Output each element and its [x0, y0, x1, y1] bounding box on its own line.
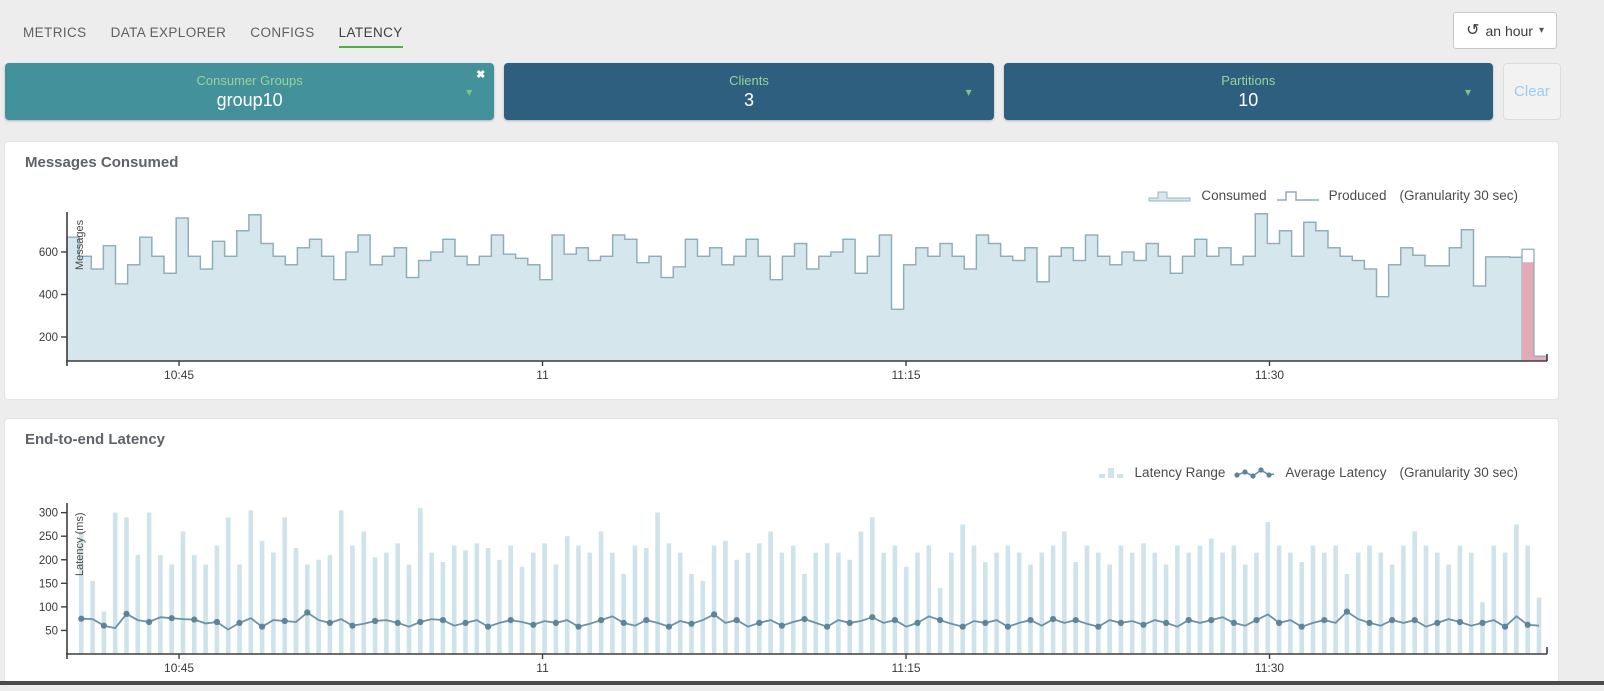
svg-text:11:15: 11:15: [891, 368, 920, 382]
svg-text:10:45: 10:45: [164, 368, 194, 382]
chevron-down-icon: ▾: [466, 85, 472, 99]
consumer-groups-value: group10: [217, 90, 283, 111]
svg-text:100: 100: [39, 602, 58, 614]
chevron-down-icon: ▾: [966, 85, 972, 99]
svg-text:200: 200: [39, 332, 58, 344]
legend-label-average-latency: Average Latency: [1285, 465, 1386, 480]
clear-filters-button[interactable]: Clear: [1503, 63, 1561, 120]
legend-label-latency-range: Latency Range: [1135, 465, 1226, 480]
legend-label-consumed: Consumed: [1201, 188, 1266, 203]
svg-text:200: 200: [39, 555, 58, 567]
tab-data-explorer[interactable]: DATA EXPLORER: [111, 25, 227, 48]
consumed-legend-icon: [1148, 189, 1192, 203]
svg-text:11:30: 11:30: [1255, 661, 1284, 675]
svg-text:11:30: 11:30: [1255, 368, 1284, 382]
latency-range-legend-icon: [1098, 466, 1126, 479]
svg-text:400: 400: [39, 290, 58, 302]
filter-bar: ✖ Consumer Groups group10 ▾ Clients 3 ▾ …: [5, 63, 1561, 120]
latency-chart: 50 100 150 200 250 300 10:45 11 11:15 11:30 Latenc…: [5, 491, 1560, 686]
panel-title: End-to-end Latency: [5, 419, 1558, 448]
svg-text:11:15: 11:15: [891, 661, 920, 675]
average-latency-legend-icon: [1234, 466, 1276, 480]
consumer-groups-dropdown[interactable]: ✖ Consumer Groups group10 ▾: [5, 63, 494, 120]
svg-text:50: 50: [45, 625, 58, 637]
svg-text:600: 600: [39, 247, 58, 259]
top-nav: METRICS DATA EXPLORER CONFIGS LATENCY: [0, 0, 1604, 55]
bottom-edge-bar: [0, 681, 1604, 685]
time-range-label: an hour: [1485, 23, 1532, 39]
svg-text:250: 250: [39, 531, 58, 543]
svg-text:Messages: Messages: [74, 219, 86, 270]
partitions-value: 10: [1238, 90, 1258, 111]
produced-legend-icon: [1276, 189, 1320, 203]
tab-metrics[interactable]: METRICS: [23, 25, 87, 48]
close-icon[interactable]: ✖: [476, 68, 485, 81]
granularity-note: (Granularity 30 sec): [1399, 188, 1518, 203]
legend-label-produced: Produced: [1329, 188, 1387, 203]
svg-text:10:45: 10:45: [164, 661, 194, 675]
partitions-label: Partitions: [1221, 73, 1275, 88]
time-range-button[interactable]: ↺ an hour ▾: [1453, 12, 1557, 49]
clients-value: 3: [744, 90, 754, 111]
chevron-down-icon: ▾: [1465, 85, 1471, 99]
clients-label: Clients: [729, 73, 769, 88]
granularity-note: (Granularity 30 sec): [1399, 465, 1518, 480]
panel-title: Messages Consumed: [5, 142, 1558, 171]
tab-latency[interactable]: LATENCY: [339, 25, 403, 48]
clients-dropdown[interactable]: Clients 3 ▾: [504, 63, 993, 120]
consumer-groups-label: Consumer Groups: [197, 73, 303, 88]
svg-text:11: 11: [536, 661, 549, 675]
chevron-down-icon: ▾: [1539, 25, 1544, 36]
tab-configs[interactable]: CONFIGS: [250, 25, 314, 48]
latency-panel: End-to-end Latency Latency Range Average…: [4, 418, 1559, 685]
svg-text:11: 11: [536, 368, 549, 382]
messages-legend: Consumed Produced (Granularity 30 sec): [1148, 188, 1518, 203]
messages-consumed-panel: Messages Consumed Consumed Produced (Gra…: [4, 141, 1559, 400]
svg-text:Latency (ms): Latency (ms): [74, 512, 86, 576]
messages-chart: 200 400 600 10:45 11 11:15 11:30 Messages: [5, 208, 1560, 398]
history-icon: ↺: [1466, 23, 1479, 39]
svg-text:150: 150: [39, 578, 58, 590]
latency-legend: Latency Range Average Latency (Granulari…: [1098, 465, 1518, 480]
partitions-dropdown[interactable]: Partitions 10 ▾: [1004, 63, 1493, 120]
svg-text:300: 300: [39, 508, 58, 520]
